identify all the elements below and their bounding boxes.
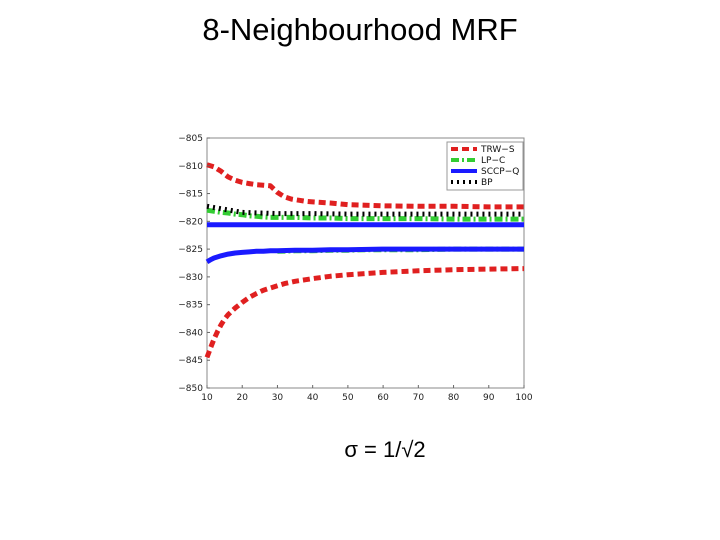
sigma-caption: σ = 1/√2 <box>344 437 426 462</box>
x-tick-label: 30 <box>272 393 284 403</box>
x-tick-label: 100 <box>515 393 532 403</box>
y-tick-label: −815 <box>178 190 203 200</box>
y-tick-label: −830 <box>178 273 203 283</box>
series-line-1 <box>204 266 525 359</box>
x-tick-label: 10 <box>201 393 213 403</box>
x-tick-label: 80 <box>448 393 460 403</box>
legend-label: SCCP−Q <box>481 167 519 177</box>
series-line-0 <box>206 162 524 210</box>
legend-box <box>446 141 524 191</box>
y-tick-label: −835 <box>178 301 203 311</box>
series-layer <box>204 162 525 359</box>
legend-label: BP <box>481 178 493 188</box>
x-tick-label: 40 <box>307 393 319 403</box>
x-tick-label: 70 <box>413 393 425 403</box>
y-tick-label: −850 <box>178 384 203 394</box>
x-tick-label: 20 <box>236 393 248 403</box>
series-line-2 <box>206 207 524 222</box>
y-tick-label: −840 <box>178 328 203 338</box>
y-axis-ticks: −805 −810 −815 −820 −825 −830 −835 −840 −845 −850 <box>178 134 210 394</box>
x-tick-label: 50 <box>342 393 354 403</box>
y-tick-label: −805 <box>178 134 203 144</box>
legend-label: TRW−S <box>480 145 515 155</box>
y-tick-label: −825 <box>178 245 203 255</box>
series-line-6 <box>206 203 524 217</box>
series-line-5 <box>205 246 524 265</box>
y-tick-label: −820 <box>178 217 203 227</box>
x-tick-label: 90 <box>483 393 495 403</box>
y-tick-label: −810 <box>178 162 203 172</box>
slide-title: 8-Neighbourhood MRF <box>202 12 518 47</box>
y-tick-label: −845 <box>178 356 203 366</box>
legend-label: LP−C <box>481 156 505 166</box>
x-tick-label: 60 <box>377 393 389 403</box>
